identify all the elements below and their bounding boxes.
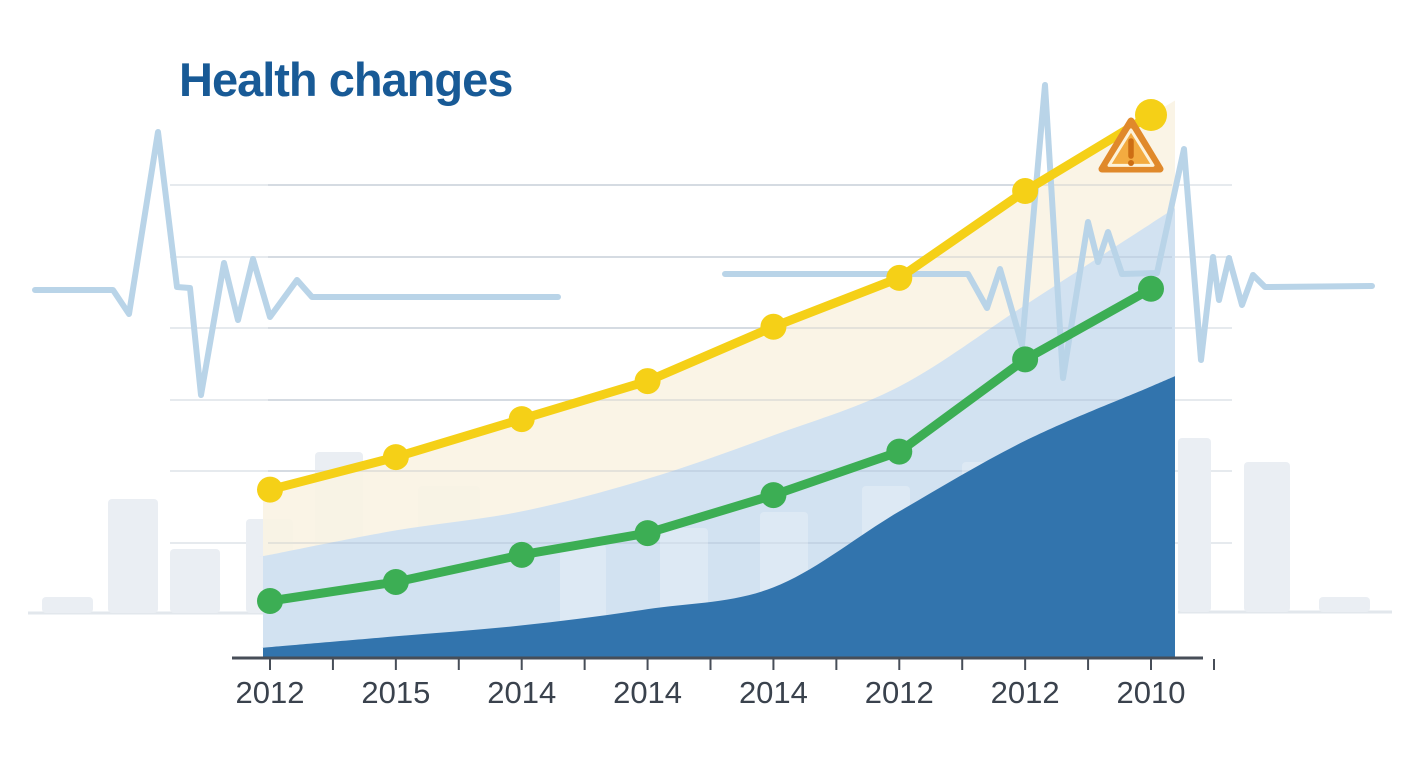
yellow-series-line [257,99,1167,503]
bg-bar [1244,462,1290,612]
green-series-line-dot [1138,275,1164,302]
x-axis-label: 2012 [865,675,934,710]
x-axis-label: 2014 [613,675,682,710]
yellow-series-line-dot [508,406,535,433]
warning-exclamation-dot [1128,160,1134,166]
x-axis-labels: 2012 2015 2014 2014 2014 2012 2012 2010 [236,675,1186,710]
bg-bar [170,549,220,613]
x-axis-label: 2015 [361,675,430,710]
green-series-line-dot [760,482,787,509]
green-series-line-dot [508,541,535,568]
dark-blue-area [258,376,1175,658]
green-series-line [257,275,1164,614]
green-series-line-dot [634,520,661,547]
x-axis-label: 2012 [236,675,305,710]
bg-bar [42,597,93,613]
x-axis-label: 2012 [991,675,1060,710]
ecg-left-line [32,129,561,398]
yellow-series-line-dot [760,313,787,340]
ecg-right-line [722,82,1375,381]
yellow-series-line-dot [382,444,409,471]
green-series-line-dot [257,587,283,614]
x-axis-label: 2010 [1117,675,1186,710]
warning-icon [1098,117,1164,173]
x-axis-label: 2014 [739,675,808,710]
green-series-line-dot [886,438,913,465]
yellow-series-line-dot [1135,99,1167,131]
yellow-series-line-dot [886,264,913,291]
yellow-series-line-dot [257,476,283,503]
bg-bar [1178,438,1211,612]
green-series-line-dot [1012,346,1039,373]
page-title: Health changes [179,53,513,106]
ecg-decoration [32,82,1375,398]
yellow-series-line-dot [1012,178,1039,205]
bg-bar [108,499,158,613]
green-series-line-dot [382,568,409,595]
yellow-series-line-dot [634,368,661,395]
x-axis-label: 2014 [487,675,556,710]
bg-bar [1319,597,1370,612]
x-axis [232,656,1215,670]
